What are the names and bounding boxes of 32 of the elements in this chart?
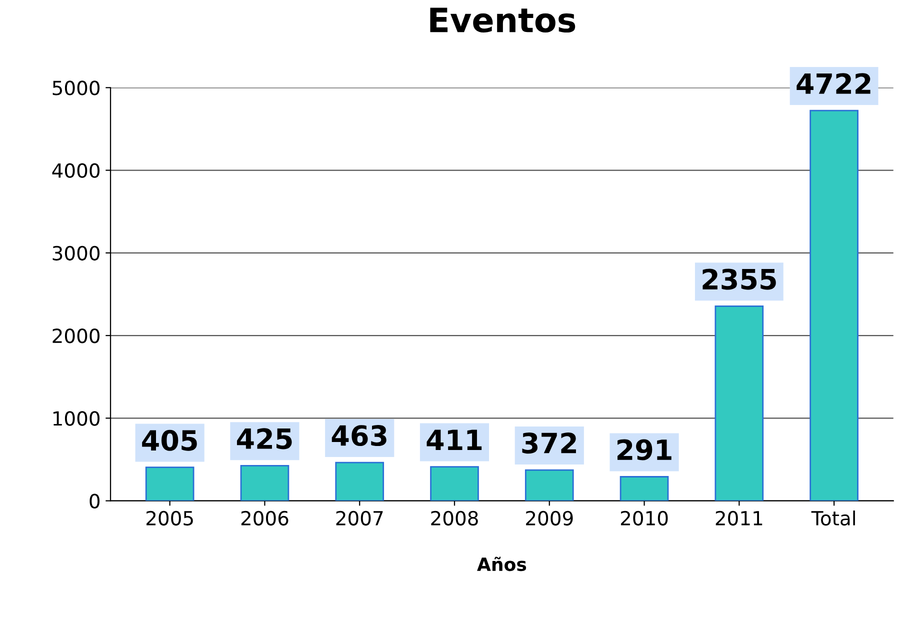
bar xyxy=(240,464,290,501)
y-tick-label: 1000 xyxy=(53,411,100,426)
chart-title: Eventos xyxy=(430,8,576,33)
bar xyxy=(430,466,479,501)
data-label: 4722 xyxy=(796,73,870,94)
y-tick-label: 0 xyxy=(90,494,100,508)
data-label: 405 xyxy=(142,430,197,451)
data-label: 463 xyxy=(332,425,386,446)
y-tick-label: 5000 xyxy=(52,80,100,96)
y-tick-label: 4000 xyxy=(52,163,100,178)
y-tick-label: 2000 xyxy=(52,328,100,344)
x-tick-label: 2011 xyxy=(716,510,762,526)
bar xyxy=(145,466,194,501)
data-label: 291 xyxy=(617,439,672,460)
x-tick-label: 2010 xyxy=(620,510,668,526)
bar xyxy=(714,306,764,501)
x-tick-label: 2007 xyxy=(336,510,383,526)
x-tick-label: 2009 xyxy=(526,510,573,526)
data-label: 411 xyxy=(426,430,482,450)
bar xyxy=(620,476,669,501)
x-axis-title: Años xyxy=(477,556,526,572)
bar xyxy=(524,469,574,501)
x-tick-label: Total xyxy=(811,510,855,526)
x-tick-label: 2005 xyxy=(146,510,193,526)
x-tick-label: 2006 xyxy=(241,510,288,526)
x-tick-label: 2008 xyxy=(431,510,478,526)
bar xyxy=(810,110,858,501)
data-label: 372 xyxy=(522,432,576,454)
data-label: 2355 xyxy=(702,268,776,290)
y-tick-label: 3000 xyxy=(52,246,100,261)
data-label: 425 xyxy=(236,428,292,450)
bar xyxy=(335,462,384,501)
